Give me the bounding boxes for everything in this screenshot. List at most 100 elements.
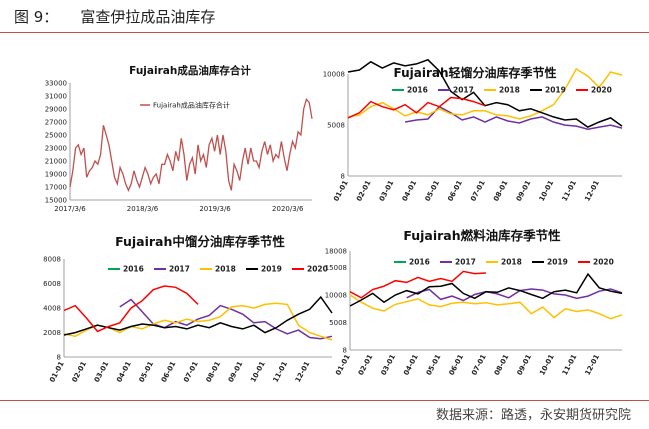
- x-tick-label: 03-01: [93, 360, 111, 384]
- y-tick-label: 19000: [45, 171, 67, 179]
- x-tick-label: 11-01: [561, 353, 579, 377]
- y-tick-label: 23000: [45, 145, 67, 153]
- x-tick-label: 12-01: [583, 179, 601, 203]
- series-line-2019: [349, 272, 623, 307]
- x-tick-label: 09-01: [227, 360, 245, 384]
- series-line-2018: [63, 302, 333, 341]
- x-tick-label: 04-01: [401, 179, 419, 203]
- y-tick-label: 2008: [43, 329, 61, 337]
- x-tick-label: 03-01: [380, 353, 398, 377]
- x-tick-label: 06-01: [448, 353, 466, 377]
- chart-title: Fujairah中馏分油库存季节性: [115, 234, 285, 249]
- y-tick-label: 5008: [327, 122, 345, 130]
- y-tick-label: 15000: [45, 197, 67, 205]
- y-tick-label: 6008: [43, 280, 61, 288]
- x-tick-label: 09-01: [515, 179, 533, 203]
- x-tick-label: 08-01: [205, 360, 223, 384]
- legend-label-2017: 2017: [453, 86, 474, 95]
- x-tick-label: 06-01: [160, 360, 178, 384]
- x-tick-label: 2019/3/6: [199, 205, 231, 213]
- series-line-2017: [119, 298, 333, 340]
- y-tick-label: 5008: [329, 319, 347, 327]
- y-tick-label: 18008: [325, 248, 347, 256]
- x-tick-label: 2017/3/6: [54, 205, 86, 213]
- figure-caption: 富查伊拉成品油库存: [80, 8, 216, 26]
- x-tick-label: 08-01: [492, 179, 510, 203]
- x-tick-label: 05-01: [138, 360, 156, 384]
- series-line-2020: [349, 270, 487, 299]
- legend-label-2020: 2020: [307, 265, 328, 274]
- legend-label-2020: 2020: [593, 258, 614, 267]
- series-line-2018: [347, 67, 623, 120]
- legend-label-2019: 2019: [545, 86, 566, 95]
- bottom-rule: [0, 400, 649, 401]
- x-tick-label: 10-01: [538, 353, 556, 377]
- x-tick-label: 08-01: [493, 353, 511, 377]
- x-tick-label: 05-01: [424, 179, 442, 203]
- chart-title: Fujairah成品油库存合计: [129, 64, 251, 77]
- series-line-Fujairah成品油库存合计: [69, 97, 313, 192]
- y-tick-label: 31000: [45, 93, 67, 101]
- y-tick-label: 8: [341, 173, 345, 181]
- figure-title: 图 9： 富查伊拉成品油库存: [14, 6, 237, 27]
- x-tick-label: 12-01: [294, 360, 312, 384]
- x-tick-label: 10-01: [538, 179, 556, 203]
- legend-label-2018: 2018: [501, 258, 522, 267]
- x-tick-label: 07-01: [469, 179, 487, 203]
- y-tick-label: 4008: [43, 305, 61, 313]
- legend-label-2020: 2020: [591, 86, 612, 95]
- y-tick-label: 21000: [45, 158, 67, 166]
- x-tick-label: 04-01: [115, 360, 133, 384]
- y-tick-label: 25000: [45, 132, 67, 140]
- series-line-2017: [406, 288, 623, 302]
- legend-label-2016: 2016: [407, 86, 428, 95]
- legend-label-2018: 2018: [215, 265, 236, 274]
- x-tick-label: 02-01: [71, 360, 89, 384]
- x-tick-label: 01-01: [332, 179, 350, 203]
- x-tick-label: 07-01: [182, 360, 200, 384]
- legend-label-2016: 2016: [409, 258, 430, 267]
- legend-label-2016: 2016: [123, 265, 144, 274]
- x-tick-label: 09-01: [516, 353, 534, 377]
- x-tick-label: 02-01: [357, 353, 375, 377]
- source-note: 数据来源：路透，永安期货研究院: [435, 408, 631, 423]
- legend-label-2019: 2019: [547, 258, 568, 267]
- series-line-2019: [63, 295, 333, 336]
- x-tick-label: 03-01: [378, 179, 396, 203]
- x-tick-label: 06-01: [446, 179, 464, 203]
- x-tick-label: 02-01: [355, 179, 373, 203]
- x-tick-label: 2020/3/6: [272, 205, 304, 213]
- y-tick-label: 33000: [45, 80, 67, 88]
- y-tick-label: 8: [343, 347, 347, 355]
- chart-title: Fujairah轻馏分油库存季节性: [393, 65, 556, 80]
- x-tick-label: 05-01: [425, 353, 443, 377]
- y-tick-label: 10008: [323, 71, 345, 79]
- x-tick-label: 11-01: [272, 360, 290, 384]
- figure-number: 图 9：: [14, 8, 59, 26]
- series-line-2020: [63, 285, 199, 333]
- x-tick-label: 04-01: [402, 353, 420, 377]
- y-tick-label: 15008: [325, 264, 347, 272]
- series-line-2020: [347, 96, 486, 119]
- x-tick-label: 2018/3/6: [127, 205, 159, 213]
- y-tick-label: 29000: [45, 106, 67, 114]
- series-line-2017: [404, 105, 623, 130]
- y-tick-label: 27000: [45, 119, 67, 127]
- legend-label: Fujairah成品油库存合计: [153, 101, 230, 110]
- legend-label-2017: 2017: [169, 265, 190, 274]
- legend-label-2018: 2018: [499, 86, 520, 95]
- y-tick-label: 10008: [325, 292, 347, 300]
- x-tick-label: 10-01: [249, 360, 267, 384]
- legend-label-2019: 2019: [261, 265, 282, 274]
- y-tick-label: 8008: [43, 256, 61, 264]
- series-line-2018: [349, 294, 623, 320]
- x-tick-label: 01-01: [334, 353, 352, 377]
- x-tick-label: 11-01: [561, 179, 579, 203]
- y-tick-label: 17000: [45, 184, 67, 192]
- x-tick-label: 01-01: [48, 360, 66, 384]
- x-tick-label: 12-01: [584, 353, 602, 377]
- y-tick-label: 8: [57, 354, 61, 362]
- x-tick-label: 07-01: [470, 353, 488, 377]
- legend-label-2017: 2017: [455, 258, 476, 267]
